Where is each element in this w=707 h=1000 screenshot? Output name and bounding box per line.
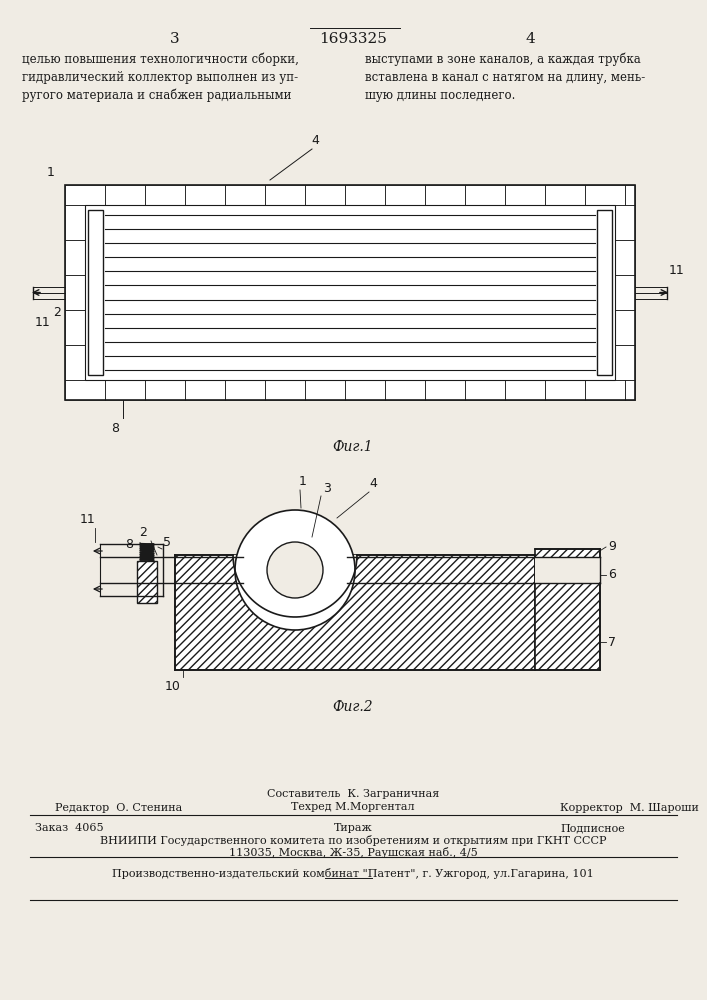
Bar: [585, 185, 625, 205]
Text: 113035, Москва, Ж-35, Раушская наб., 4/5: 113035, Москва, Ж-35, Раушская наб., 4/5: [228, 847, 477, 858]
Text: выступами в зоне каналов, а каждая трубка
вставлена в канал с натягом на длину, : выступами в зоне каналов, а каждая трубк…: [365, 52, 645, 102]
Text: 1693325: 1693325: [319, 32, 387, 46]
Text: 7: 7: [608, 636, 616, 648]
Bar: [85, 205, 615, 380]
Text: 9: 9: [608, 540, 616, 554]
Text: 1: 1: [299, 475, 307, 488]
Bar: [345, 380, 385, 400]
Bar: [425, 380, 465, 400]
Text: Фиг.1: Фиг.1: [333, 440, 373, 454]
Text: ВНИИПИ Государственного комитета по изобретениям и открытиям при ГКНТ СССР: ВНИИПИ Государственного комитета по изоб…: [100, 835, 606, 846]
Text: 8: 8: [111, 422, 119, 435]
Text: 4: 4: [311, 134, 319, 147]
Bar: [345, 185, 385, 205]
Bar: [425, 185, 465, 205]
Text: 11: 11: [35, 316, 51, 329]
Bar: [65, 310, 85, 345]
Text: 11: 11: [80, 513, 96, 526]
Bar: [105, 380, 145, 400]
Bar: [545, 185, 585, 205]
Text: 1: 1: [47, 166, 55, 179]
Bar: [137, 561, 157, 603]
Bar: [145, 380, 185, 400]
Text: Корректор  М. Шароши: Корректор М. Шароши: [560, 803, 699, 813]
Text: 8: 8: [125, 538, 133, 551]
Bar: [65, 185, 105, 205]
Bar: [65, 240, 85, 275]
Bar: [615, 345, 635, 380]
Bar: [597, 210, 612, 375]
Bar: [185, 185, 225, 205]
Bar: [465, 380, 505, 400]
Text: 5: 5: [163, 536, 171, 549]
Bar: [105, 185, 145, 205]
Bar: [65, 185, 635, 400]
Text: 2: 2: [139, 526, 147, 539]
Bar: [265, 185, 305, 205]
Text: Составитель  К. Заграничная: Составитель К. Заграничная: [267, 789, 439, 799]
Text: 4: 4: [369, 477, 377, 490]
Text: 3: 3: [323, 482, 331, 495]
Bar: [545, 380, 585, 400]
Bar: [385, 185, 425, 205]
Bar: [185, 380, 225, 400]
Bar: [505, 380, 545, 400]
Bar: [625, 380, 635, 400]
Bar: [505, 185, 545, 205]
Bar: [305, 380, 345, 400]
Bar: [535, 549, 600, 670]
Text: Производственно-издательский комбинат "Патент", г. Ужгород, ул.Гагарина, 101: Производственно-издательский комбинат "П…: [112, 868, 594, 879]
Bar: [535, 557, 602, 583]
Circle shape: [235, 510, 355, 630]
Bar: [305, 185, 345, 205]
Bar: [615, 310, 635, 345]
Bar: [65, 205, 85, 240]
Bar: [615, 205, 635, 240]
Bar: [65, 380, 105, 400]
Text: Фиг.2: Фиг.2: [333, 700, 373, 714]
Bar: [615, 275, 635, 310]
Bar: [265, 380, 305, 400]
Text: 10: 10: [165, 680, 181, 693]
Text: 2: 2: [53, 306, 61, 319]
Text: Тираж: Тираж: [334, 823, 373, 833]
Text: 4: 4: [525, 32, 535, 46]
Bar: [225, 185, 265, 205]
Text: 11: 11: [669, 264, 685, 277]
Text: Подписное: Подписное: [560, 823, 625, 833]
Text: Редактор  О. Стенина: Редактор О. Стенина: [55, 803, 182, 813]
Bar: [225, 380, 265, 400]
Text: целью повышения технологичности сборки,
гидравлический коллектор выполнен из уп-: целью повышения технологичности сборки, …: [22, 52, 299, 102]
Bar: [175, 555, 535, 670]
Bar: [585, 380, 625, 400]
Bar: [88, 210, 103, 375]
Text: Заказ  4065: Заказ 4065: [35, 823, 104, 833]
Text: 6: 6: [608, 568, 616, 582]
Text: Техред М.Моргентал: Техред М.Моргентал: [291, 802, 415, 812]
Bar: [465, 185, 505, 205]
Bar: [615, 240, 635, 275]
Bar: [385, 380, 425, 400]
Bar: [625, 185, 635, 205]
Circle shape: [267, 542, 323, 598]
Wedge shape: [233, 555, 357, 617]
Text: 3: 3: [170, 32, 180, 46]
Bar: [145, 185, 185, 205]
Bar: [65, 345, 85, 380]
Bar: [65, 275, 85, 310]
